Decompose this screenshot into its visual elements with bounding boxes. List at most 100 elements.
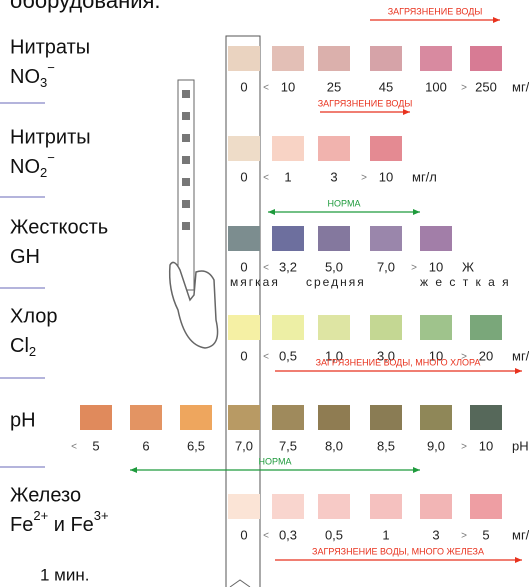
- formula-part: 2: [40, 165, 47, 180]
- swatch: [272, 46, 304, 71]
- swatch-label: 10: [479, 438, 493, 453]
- label-prefix: <: [71, 442, 77, 453]
- swatch: [420, 315, 452, 340]
- swatch-label: 1: [382, 527, 389, 542]
- swatch: [370, 136, 402, 161]
- swatch-label: 3: [432, 527, 439, 542]
- swatch-label: 10: [281, 79, 295, 94]
- formula: NO3−: [10, 60, 55, 90]
- row-name: Нитриты: [10, 126, 91, 148]
- annotation: ЗАГРЯЗНЕНИЕ ВОДЫ, МНОГО ХЛОРА: [316, 357, 481, 367]
- swatch-label: 20: [479, 348, 493, 363]
- formula-part: Cl: [10, 335, 29, 357]
- label-prefix: >: [461, 442, 467, 453]
- swatch-label: 8,0: [325, 438, 343, 453]
- swatch-label: 5: [92, 438, 99, 453]
- arrow-head: [268, 209, 275, 215]
- swatch: [420, 405, 452, 430]
- formula: Cl2: [10, 335, 36, 359]
- row-name: Хлор: [10, 305, 57, 327]
- arrow-head: [413, 467, 420, 473]
- swatch-label: 0: [240, 259, 247, 274]
- hand-hint: [229, 579, 251, 587]
- header: оборудования.: [10, 0, 161, 13]
- swatch: [228, 136, 260, 161]
- swatch-label: 250: [475, 79, 497, 94]
- swatch-label: 10: [429, 259, 443, 274]
- swatch-label: 7,0: [235, 438, 253, 453]
- swatch-label: 1,0: [325, 348, 343, 363]
- swatch: [272, 315, 304, 340]
- swatch-label: 9,0: [427, 438, 445, 453]
- label-prefix: <: [263, 531, 269, 542]
- swatch: [228, 226, 260, 251]
- swatch: [180, 405, 212, 430]
- swatch-label: 7,5: [279, 438, 297, 453]
- formula-part: 2+: [33, 508, 48, 523]
- swatch-label: 6: [142, 438, 149, 453]
- swatch: [80, 405, 112, 430]
- footer: 1 мин.: [40, 565, 89, 584]
- label-prefix: <: [263, 173, 269, 184]
- swatch: [272, 494, 304, 519]
- swatch: [318, 226, 350, 251]
- swatch-label: 1: [284, 169, 291, 184]
- swatch: [370, 494, 402, 519]
- swatch: [318, 405, 350, 430]
- formula: GH: [10, 246, 40, 268]
- arrow-head: [515, 557, 522, 563]
- swatch: [420, 226, 452, 251]
- swatch: [228, 494, 260, 519]
- scale-word: ж е с т к а я: [420, 275, 511, 289]
- hand-strip: [168, 79, 219, 349]
- swatch-label: 100: [425, 79, 447, 94]
- swatch-label: 7,0: [377, 259, 395, 274]
- swatch-label: 25: [327, 79, 341, 94]
- formula-part: 3: [40, 75, 47, 90]
- formula: Fe2+ и Fe3+: [10, 508, 109, 536]
- arrow-head: [493, 17, 500, 23]
- swatch: [370, 315, 402, 340]
- swatch: [370, 405, 402, 430]
- scale-word: средняя: [306, 275, 366, 289]
- swatch-label: 10: [379, 169, 393, 184]
- formula-part: −: [47, 60, 55, 75]
- swatch: [318, 46, 350, 71]
- unit: pH: [512, 438, 529, 453]
- formula-part: NO: [10, 156, 40, 178]
- swatch: [318, 136, 350, 161]
- annotation: ЗАГРЯЗНЕНИЕ ВОДЫ: [388, 6, 483, 16]
- swatch: [470, 494, 502, 519]
- annotation: НОРМА: [328, 198, 361, 208]
- label-prefix: >: [361, 173, 367, 184]
- unit: мг/л: [412, 169, 437, 184]
- swatch: [318, 315, 350, 340]
- swatch: [370, 226, 402, 251]
- swatch-label: 0,3: [279, 527, 297, 542]
- swatch: [130, 405, 162, 430]
- swatch-label: 0,5: [279, 348, 297, 363]
- swatch-label: 0: [240, 79, 247, 94]
- swatch: [470, 405, 502, 430]
- label-prefix: <: [263, 83, 269, 94]
- unit: мг/л: [512, 348, 529, 363]
- unit: Ж: [462, 259, 474, 274]
- label-prefix: <: [263, 263, 269, 274]
- swatch-label: 3,2: [279, 259, 297, 274]
- row-name: Жесткость: [10, 216, 108, 238]
- unit: мг/л: [512, 79, 529, 94]
- swatch: [228, 46, 260, 71]
- swatch: [470, 46, 502, 71]
- swatch-label: 8,5: [377, 438, 395, 453]
- annotation: НОРМА: [259, 456, 292, 466]
- swatch: [470, 315, 502, 340]
- annotation: ЗАГРЯЗНЕНИЕ ВОДЫ, МНОГО ЖЕЛЕЗА: [312, 546, 484, 556]
- row-name: pH: [10, 409, 36, 431]
- formula-part: Fe: [10, 514, 33, 536]
- swatch-label: 10: [429, 348, 443, 363]
- label-prefix: >: [461, 352, 467, 363]
- swatch: [420, 46, 452, 71]
- swatch-label: 0: [240, 348, 247, 363]
- swatch: [318, 494, 350, 519]
